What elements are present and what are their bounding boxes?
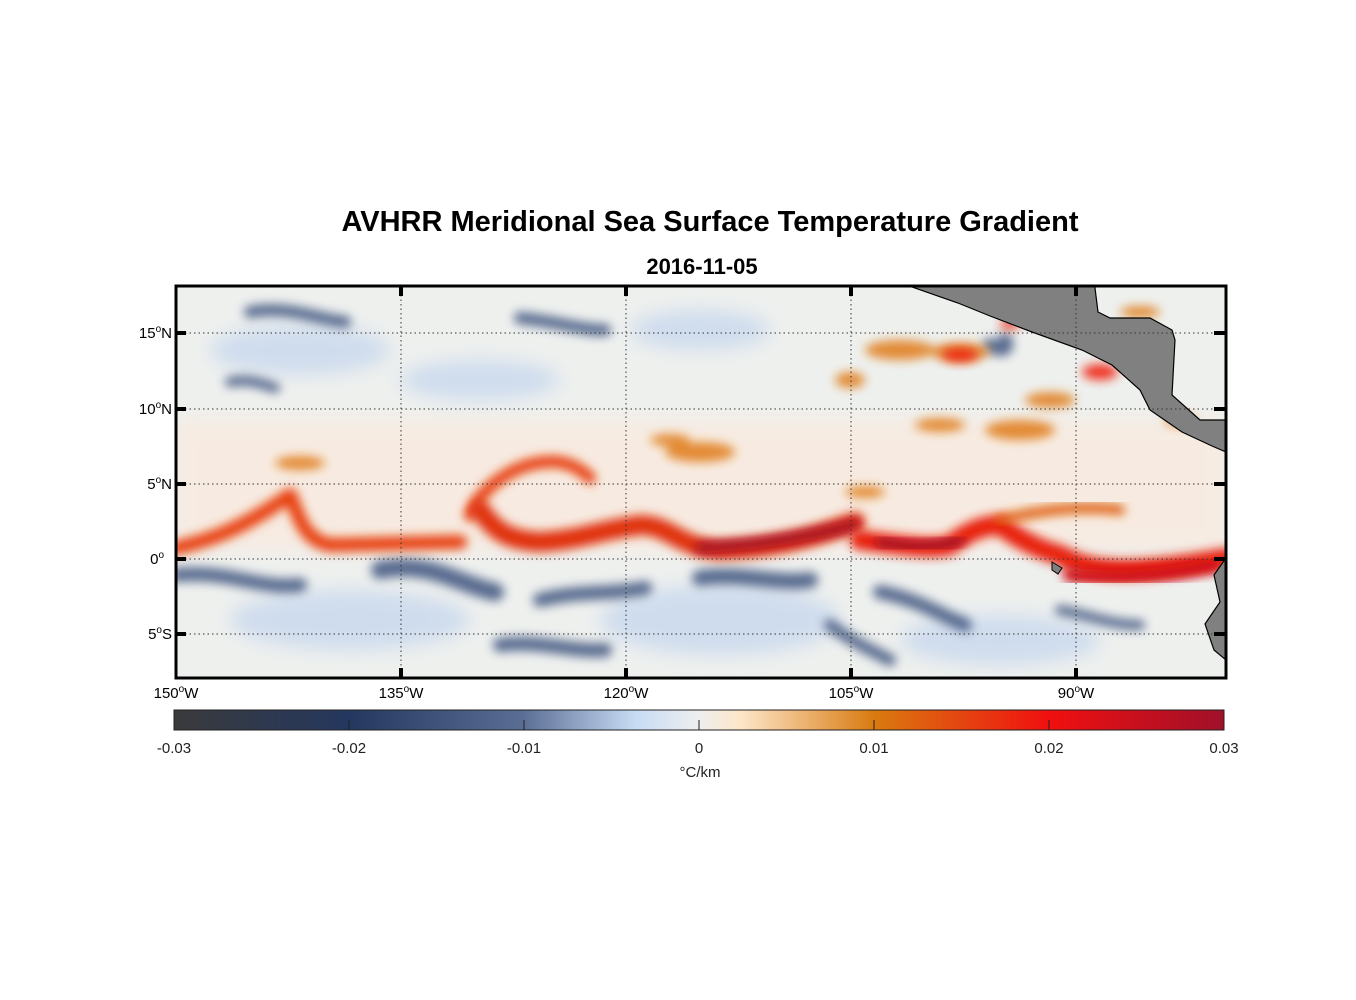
chart-title: AVHRR Meridional Sea Surface Temperature…: [341, 206, 1079, 238]
colorbar-tick-label: -0.01: [506, 740, 542, 757]
colorbar-tick-label: 0.03: [1209, 740, 1239, 757]
sst-gradient-field: [176, 286, 1226, 678]
ytick-label: 5oN: [147, 475, 172, 493]
xtick-label: 150oW: [153, 684, 199, 702]
xtick-label: 90oW: [1057, 684, 1095, 702]
ytick-label: 10oN: [138, 400, 172, 418]
ytick-label: 15oN: [138, 324, 172, 342]
axis-ticks: [176, 286, 1226, 678]
colorbar-tick-label: 0.01: [859, 740, 889, 757]
colorbar-tick-label: 0: [694, 740, 704, 757]
xtick-label: 105oW: [828, 684, 874, 702]
xtick-label: 120oW: [603, 684, 649, 702]
colorbar-unit-label: °C/km: [679, 764, 721, 781]
chart-subtitle: 2016-11-05: [646, 254, 758, 279]
ytick-label: 0o: [150, 550, 164, 568]
colorbar-tick-label: -0.02: [331, 740, 367, 757]
colorbar-ticks: [348, 720, 1050, 730]
xtick-label: 135oW: [378, 684, 424, 702]
colorbar-tick-label: -0.03: [156, 740, 192, 757]
ytick-label: 5oS: [148, 625, 172, 643]
colorbar-tick-label: 0.02: [1034, 740, 1064, 757]
